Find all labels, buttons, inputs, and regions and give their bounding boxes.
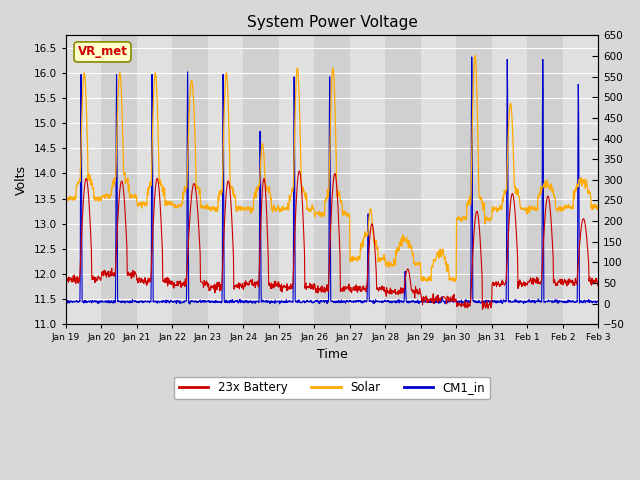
Legend: 23x Battery, Solar, CM1_in: 23x Battery, Solar, CM1_in: [174, 377, 490, 399]
Bar: [243, 36, 279, 324]
X-axis label: Time: Time: [317, 348, 348, 361]
Bar: [456, 36, 492, 324]
Bar: [137, 36, 172, 324]
Bar: [101, 36, 137, 324]
Text: VR_met: VR_met: [77, 46, 127, 59]
Bar: [208, 36, 243, 324]
Bar: [385, 36, 420, 324]
Bar: [563, 36, 598, 324]
Title: System Power Voltage: System Power Voltage: [246, 15, 417, 30]
Bar: [420, 36, 456, 324]
Y-axis label: Volts: Volts: [15, 165, 28, 195]
Bar: [66, 36, 101, 324]
Bar: [279, 36, 314, 324]
Bar: [172, 36, 208, 324]
Bar: [492, 36, 527, 324]
Bar: [314, 36, 350, 324]
Bar: [350, 36, 385, 324]
Bar: [527, 36, 563, 324]
